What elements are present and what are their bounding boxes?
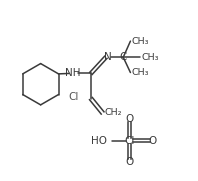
Text: O: O — [125, 157, 134, 167]
Text: CH₃: CH₃ — [141, 53, 159, 62]
Text: Cl: Cl — [69, 92, 79, 102]
Text: O: O — [125, 114, 134, 124]
Text: CH₂: CH₂ — [104, 108, 122, 117]
Text: NH: NH — [65, 68, 81, 78]
Text: HO: HO — [91, 136, 107, 146]
Text: N: N — [104, 52, 112, 62]
Text: CH₃: CH₃ — [131, 68, 149, 77]
Text: O: O — [149, 136, 157, 146]
Text: Cl: Cl — [124, 136, 135, 146]
Text: C: C — [120, 52, 127, 62]
Text: CH₃: CH₃ — [131, 37, 149, 46]
